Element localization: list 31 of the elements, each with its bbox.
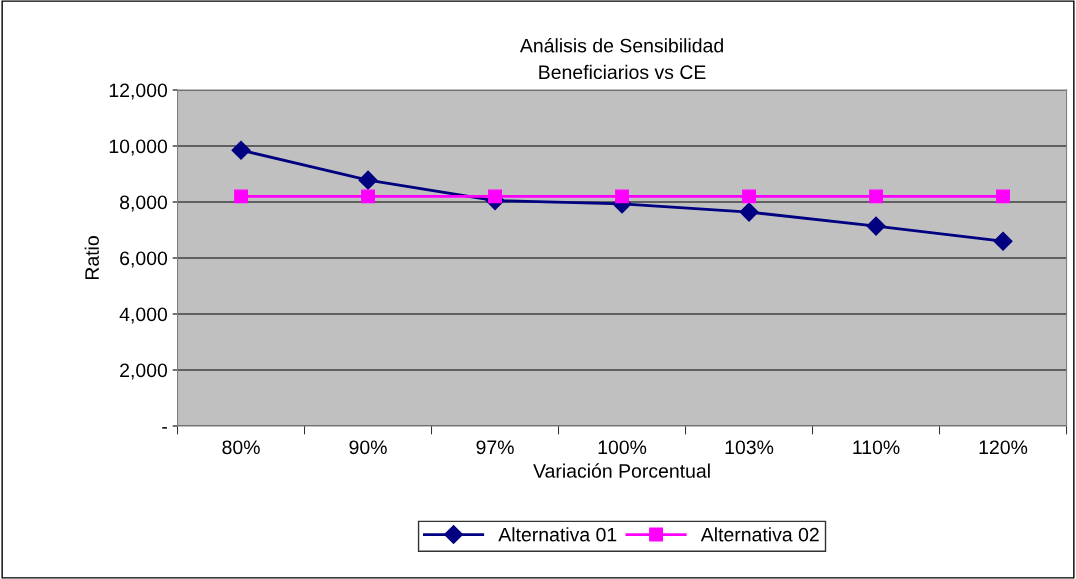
- y-axis-title: Ratio: [84, 236, 99, 280]
- point: [615, 189, 629, 204]
- point: [488, 189, 502, 204]
- y-tick-label: 2,000: [120, 363, 168, 380]
- legend-label: Alternativa 02: [700, 527, 819, 542]
- point: [993, 231, 1013, 251]
- x-axis-title: Variación Porcentual: [533, 463, 710, 478]
- point: [361, 189, 375, 204]
- point: [869, 189, 883, 204]
- point: [234, 189, 248, 204]
- point: [742, 189, 756, 204]
- y-tick-label: 10,000: [109, 139, 168, 156]
- y-tick-label: -: [162, 427, 167, 429]
- y-tick-label: 4,000: [119, 307, 168, 324]
- x-tick-label: 97%: [476, 440, 514, 455]
- y-tick-label: 6,000: [120, 251, 168, 268]
- legend-label: Alternativa 01: [498, 527, 617, 542]
- point: [231, 140, 251, 160]
- x-tick-label: 90%: [349, 440, 387, 455]
- x-tick-label: 120%: [979, 440, 1028, 455]
- point: [866, 216, 886, 236]
- x-tick-label: 100%: [598, 440, 647, 455]
- chart-title: Análisis de Sensibilidad Beneficiarios vs CE: [519, 37, 723, 80]
- y-tick-label: 12,000: [109, 83, 168, 100]
- y-tick-label: 8,000: [120, 195, 168, 212]
- point: [358, 170, 378, 190]
- x-tick-label: 103%: [725, 440, 774, 455]
- point: [996, 189, 1010, 204]
- point: [739, 202, 759, 222]
- x-tick-label: 80%: [222, 440, 260, 455]
- x-tick-label: 110%: [853, 440, 900, 455]
